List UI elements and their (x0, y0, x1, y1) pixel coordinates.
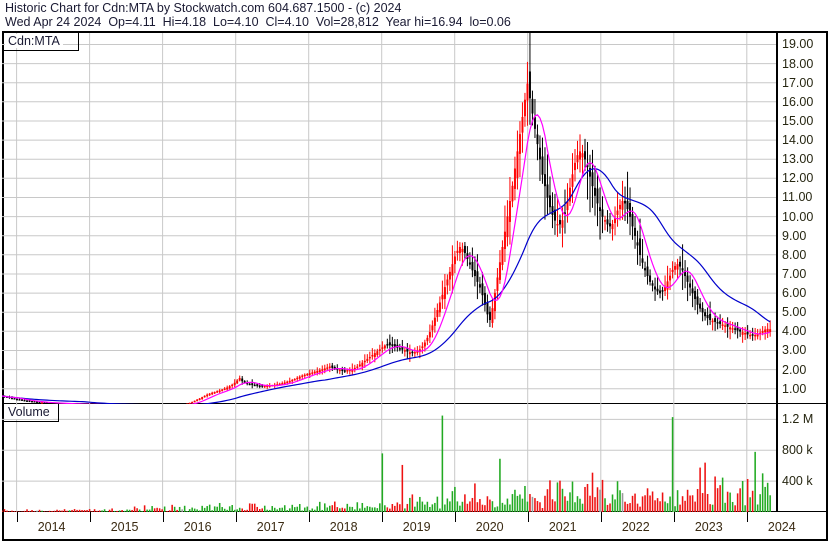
price-y-tick: 15.00 (782, 113, 814, 128)
volume-label-underline (2, 421, 58, 422)
x-tick-mark (673, 512, 675, 522)
price-y-tick: 4.00 (782, 324, 807, 339)
volume-panel (2, 404, 824, 512)
price-y-tick: 8.00 (782, 247, 807, 262)
volume-plot (2, 404, 776, 512)
x-axis-year-label: 2022 (621, 520, 650, 534)
price-y-tick: 1.00 (782, 381, 807, 396)
price-y-tick: 12.00 (782, 171, 814, 186)
x-tick-mark (16, 512, 18, 522)
x-tick-mark (527, 512, 529, 522)
price-plot (2, 33, 776, 404)
price-y-tick: 11.00 (782, 190, 813, 205)
x-tick-mark (162, 512, 164, 522)
price-y-tick: 10.00 (782, 209, 814, 224)
volume-y-tick: 800 k (782, 443, 813, 458)
price-y-tick: 14.00 (782, 133, 814, 148)
price-y-tick: 3.00 (782, 343, 807, 358)
x-tick-mark (454, 512, 456, 522)
volume-axis-separator (776, 404, 778, 512)
x-axis-year-label: 2018 (329, 520, 358, 534)
price-label-vline (78, 33, 79, 51)
price-axis-separator (776, 33, 778, 404)
price-y-tick: 6.00 (782, 286, 807, 301)
x-axis-year-label: 2019 (402, 520, 431, 534)
price-panel-label: Cdn:MTA (5, 34, 63, 48)
volume-y-tick: 400 k (782, 474, 813, 489)
price-y-tick: 7.00 (782, 266, 807, 281)
price-y-tick: 2.00 (782, 362, 807, 377)
x-tick-mark (600, 512, 602, 522)
price-y-tick: 13.00 (782, 152, 814, 167)
x-axis-year-label: 2021 (548, 520, 577, 534)
x-axis-year-label: 2023 (694, 520, 723, 534)
x-tick-mark (89, 512, 91, 522)
volume-panel-label: Volume (5, 405, 53, 419)
volume-label-vline (58, 404, 59, 422)
price-y-tick: 19.00 (782, 37, 814, 52)
x-axis-year-label: 2017 (256, 520, 285, 534)
x-tick-mark (235, 512, 237, 522)
x-axis-year-label: 2016 (183, 520, 212, 534)
price-y-tick: 16.00 (782, 94, 814, 109)
x-axis-year-label: 2020 (475, 520, 504, 534)
chart-header: Historic Chart for Cdn:MTA by Stockwatch… (0, 0, 830, 31)
price-panel (2, 33, 824, 404)
chart-quote-line: Wed Apr 24 2024 Op=4.11 Hi=4.18 Lo=4.10 … (5, 15, 511, 29)
volume-y-tick: 1.2 M (782, 412, 814, 427)
chart-title: Historic Chart for Cdn:MTA by Stockwatch… (5, 1, 402, 15)
x-axis-year-label: 2024 (767, 520, 796, 534)
x-tick-mark (308, 512, 310, 522)
price-y-tick: 17.00 (782, 75, 814, 90)
price-label-underline (2, 50, 78, 51)
x-tick-mark (381, 512, 383, 522)
x-tick-mark (746, 512, 748, 522)
x-axis-year-label: 2014 (37, 520, 66, 534)
price-y-tick: 5.00 (782, 305, 807, 320)
price-y-tick: 18.00 (782, 56, 814, 71)
price-y-tick: 9.00 (782, 228, 807, 243)
x-axis-year-label: 2015 (110, 520, 139, 534)
price-volume-divider (2, 403, 828, 404)
